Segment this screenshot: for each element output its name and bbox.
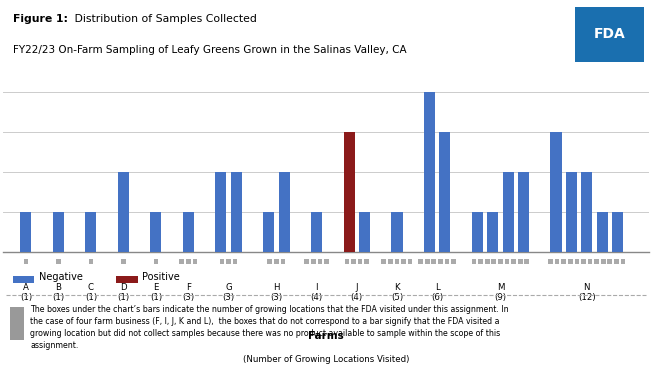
Bar [472, 259, 477, 264]
Bar [601, 259, 606, 264]
Bar [231, 172, 242, 252]
Bar [503, 172, 514, 252]
Bar [548, 259, 553, 264]
Bar [614, 259, 619, 264]
Bar [566, 172, 577, 252]
Text: Farms: Farms [308, 332, 344, 342]
Text: Negative: Negative [38, 272, 83, 282]
Bar [594, 259, 599, 264]
Text: The boxes under the chart’s bars indicate the number of growing locations that t: The boxes under the chart’s bars indicat… [31, 304, 509, 350]
Bar [311, 212, 322, 252]
Bar [344, 259, 349, 264]
Bar [116, 276, 138, 283]
Bar [179, 259, 184, 264]
Text: (Number of Growing Locations Visited): (Number of Growing Locations Visited) [243, 355, 409, 364]
Bar [472, 212, 483, 252]
Bar [581, 259, 585, 264]
Bar [439, 132, 451, 252]
Bar [351, 259, 356, 264]
Bar [151, 212, 162, 252]
Bar [121, 259, 126, 264]
Bar [485, 259, 490, 264]
Bar [304, 259, 309, 264]
Bar [56, 259, 61, 264]
Bar [118, 172, 129, 252]
Bar [53, 212, 64, 252]
Bar [280, 259, 286, 264]
Bar [505, 259, 509, 264]
Bar [183, 212, 194, 252]
Bar [612, 212, 623, 252]
Bar [153, 259, 158, 264]
Bar [215, 172, 226, 252]
Bar [574, 259, 579, 264]
Bar [587, 259, 593, 264]
Bar [498, 259, 503, 264]
Bar [364, 259, 369, 264]
Text: FDA: FDA [593, 28, 625, 41]
Bar [419, 259, 423, 264]
Bar [445, 259, 449, 264]
Bar [394, 259, 399, 264]
Bar [263, 212, 274, 252]
Bar [388, 259, 393, 264]
Bar [451, 259, 456, 264]
Bar [233, 259, 237, 264]
Bar [487, 212, 498, 252]
Bar [518, 259, 522, 264]
Bar [408, 259, 413, 264]
Bar [550, 132, 561, 252]
Bar [267, 259, 272, 264]
Bar [226, 259, 231, 264]
Bar [401, 259, 406, 264]
Bar [344, 132, 355, 252]
Bar [359, 212, 370, 252]
Bar [524, 259, 529, 264]
Bar [89, 259, 93, 264]
Bar [13, 276, 35, 283]
Bar [424, 92, 435, 252]
Bar [20, 212, 31, 252]
Bar [324, 259, 329, 264]
Bar [621, 259, 625, 264]
Bar [492, 259, 496, 264]
Bar [192, 259, 198, 264]
Bar [608, 259, 612, 264]
Bar [186, 259, 190, 264]
Text: Positive: Positive [142, 272, 180, 282]
Bar [432, 259, 436, 264]
Bar [358, 259, 363, 264]
Bar [561, 259, 566, 264]
Text: Distribution of Samples Collected: Distribution of Samples Collected [71, 14, 257, 24]
Bar [581, 172, 592, 252]
Bar [555, 259, 559, 264]
Bar [568, 259, 572, 264]
Bar [381, 259, 386, 264]
Bar [311, 259, 316, 264]
Text: FY22/23 On-Farm Sampling of Leafy Greens Grown in the Salinas Valley, CA: FY22/23 On-Farm Sampling of Leafy Greens… [13, 45, 407, 55]
Bar [425, 259, 430, 264]
Bar [518, 172, 529, 252]
Bar [438, 259, 443, 264]
Bar [220, 259, 224, 264]
Bar [597, 212, 608, 252]
FancyBboxPatch shape [574, 7, 644, 62]
Bar [10, 307, 24, 340]
Bar [391, 212, 402, 252]
Bar [23, 259, 28, 264]
Bar [318, 259, 322, 264]
Bar [274, 259, 279, 264]
Text: Figure 1:: Figure 1: [13, 14, 68, 24]
Bar [278, 172, 289, 252]
Bar [511, 259, 516, 264]
Bar [85, 212, 96, 252]
Bar [479, 259, 483, 264]
